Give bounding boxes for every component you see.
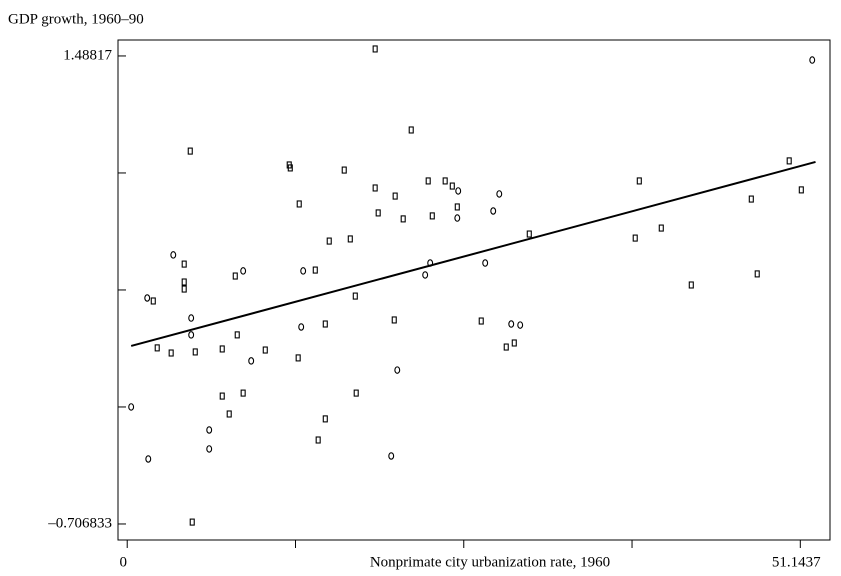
data-point: [206, 445, 213, 453]
x-tick-label: 51.1437: [772, 554, 821, 570]
data-point: [192, 348, 198, 356]
data-point: [408, 126, 414, 134]
data-point: [312, 266, 318, 274]
data-point: [490, 207, 497, 215]
data-point: [188, 331, 195, 339]
data-point: [503, 343, 509, 351]
data-point: [482, 259, 489, 267]
data-point: [449, 182, 455, 190]
data-point: [496, 190, 503, 198]
data-point: [526, 230, 532, 238]
data-point: [454, 203, 460, 211]
data-point: [353, 389, 359, 397]
x-axis-label: Nonprimate city urbanization rate, 1960: [370, 554, 610, 570]
data-point: [240, 267, 247, 275]
data-point: [232, 272, 238, 280]
plot-frame: [117, 39, 831, 541]
data-point: [809, 56, 816, 64]
data-point: [455, 187, 462, 195]
data-point: [189, 518, 195, 526]
data-point: [234, 331, 240, 339]
data-point: [392, 192, 398, 200]
data-point: [429, 212, 435, 220]
data-point: [347, 235, 353, 243]
data-point: [181, 260, 187, 268]
trend-line: [130, 160, 816, 347]
data-point: [478, 317, 484, 325]
data-point: [298, 323, 305, 331]
y-tick-label: 1.48817: [63, 47, 112, 63]
data-point: [632, 234, 638, 242]
data-point: [219, 345, 225, 353]
data-point: [425, 177, 431, 185]
data-point: [181, 278, 187, 286]
data-point: [754, 270, 760, 278]
data-point: [748, 195, 754, 203]
data-point: [226, 410, 232, 418]
data-point: [181, 285, 187, 293]
data-point: [240, 389, 246, 397]
data-point: [511, 339, 517, 347]
data-point: [300, 267, 307, 275]
data-point: [248, 357, 255, 365]
data-point: [322, 415, 328, 423]
data-point: [206, 426, 213, 434]
data-point: [422, 271, 429, 279]
data-point: [295, 354, 301, 362]
data-point: [326, 237, 332, 245]
data-point: [150, 297, 156, 305]
data-point: [688, 281, 694, 289]
data-point: [658, 224, 664, 232]
y-tick-label: –0.706833: [47, 515, 112, 531]
data-point: [400, 215, 406, 223]
data-point: [391, 316, 397, 324]
data-point: [636, 177, 642, 185]
data-point: [517, 321, 524, 329]
data-point: [188, 314, 195, 322]
data-point: [170, 251, 177, 259]
data-point: [454, 214, 461, 222]
data-point: [372, 184, 378, 192]
data-point: [442, 177, 448, 185]
data-point: [187, 147, 193, 155]
data-point: [341, 166, 347, 174]
data-point: [262, 346, 268, 354]
data-point: [508, 320, 515, 328]
data-point: [128, 403, 135, 411]
data-point: [427, 259, 434, 267]
chart-title: GDP growth, 1960–90: [8, 11, 144, 27]
data-point: [388, 452, 395, 460]
data-point: [798, 186, 804, 194]
data-point: [315, 436, 321, 444]
data-point: [154, 344, 160, 352]
data-point: [145, 455, 152, 463]
data-point: [375, 209, 381, 217]
data-point: [296, 200, 302, 208]
data-point: [219, 392, 225, 400]
data-point: [372, 45, 378, 53]
data-point: [168, 349, 174, 357]
data-point: [287, 164, 293, 172]
x-tick-label: 0: [119, 554, 127, 570]
data-point: [394, 366, 401, 374]
data-point: [144, 294, 151, 302]
data-point: [786, 157, 792, 165]
data-point: [352, 292, 358, 300]
data-point: [322, 320, 328, 328]
